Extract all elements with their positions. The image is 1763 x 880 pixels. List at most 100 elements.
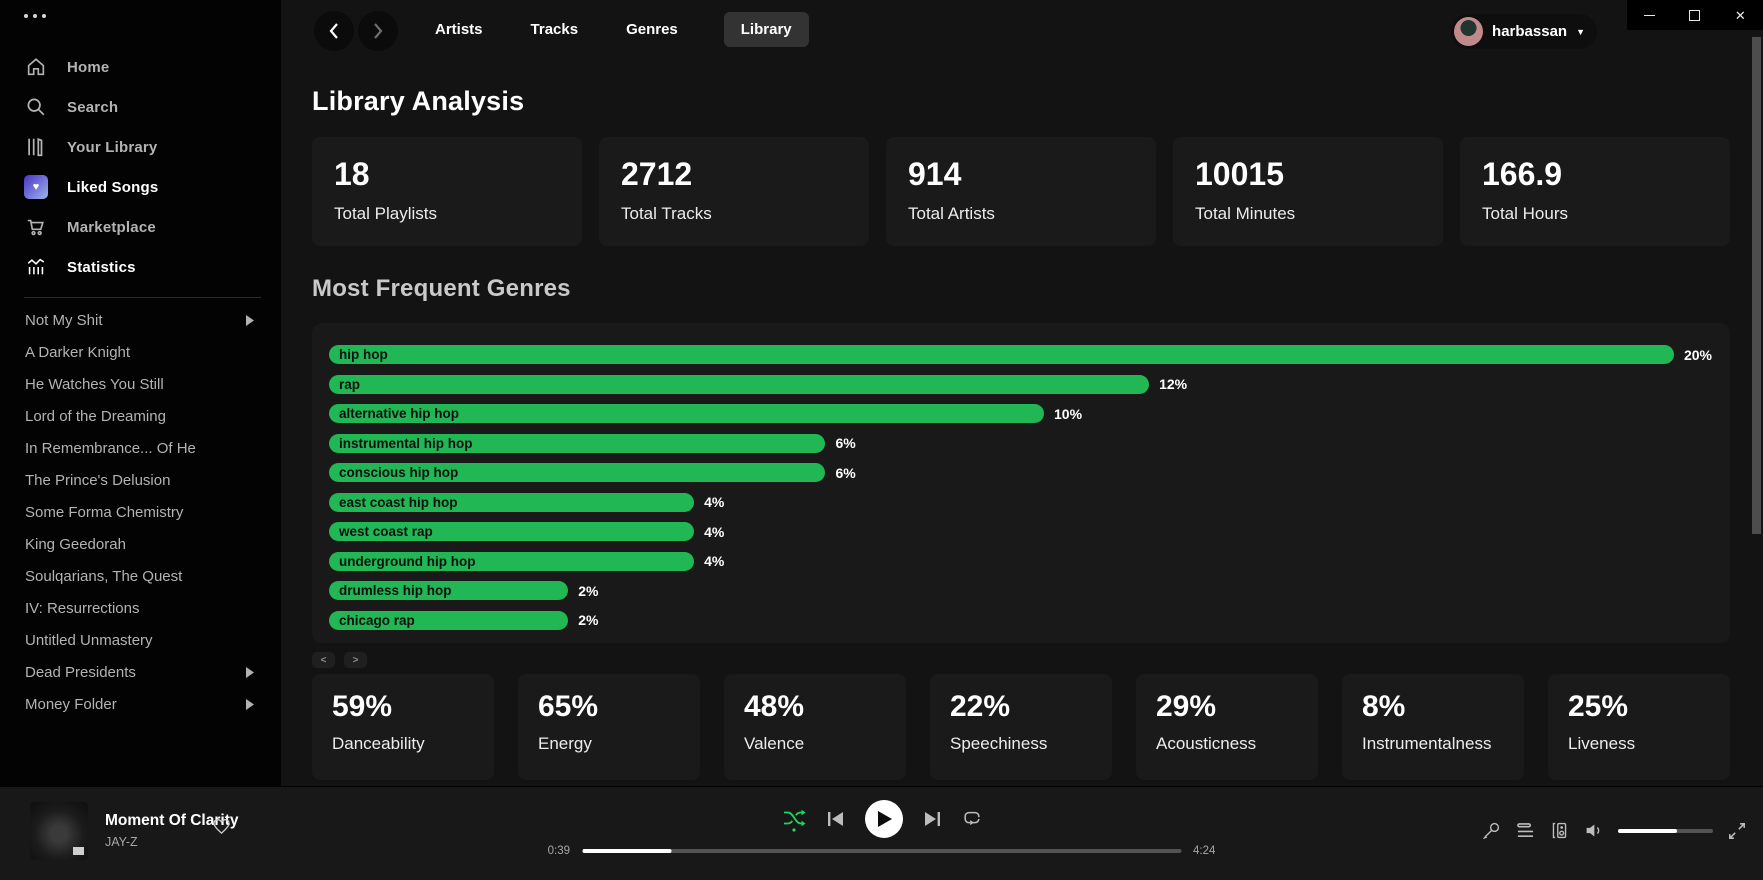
fullscreen-button[interactable] (1728, 822, 1746, 840)
tab-library[interactable]: Library (723, 12, 809, 47)
queue-button[interactable] (1516, 822, 1535, 839)
genre-bar: west coast rap (329, 522, 695, 542)
avatar (1454, 17, 1484, 46)
sidebar-item-search[interactable]: Search (0, 87, 281, 127)
tab-genres[interactable]: Genres (626, 21, 678, 38)
playlist-item[interactable]: Not My Shit (0, 304, 281, 336)
shuffle-icon (783, 809, 805, 832)
playlist-label: Lord of the Dreaming (25, 407, 166, 425)
heart-icon (213, 818, 230, 835)
genre-bar: hip hop (329, 345, 1674, 365)
sidebar-item-home[interactable]: Home (0, 47, 281, 87)
connect-device-button[interactable] (1550, 821, 1569, 840)
playlist-item[interactable]: Dead Presidents (0, 656, 281, 688)
tab-artists[interactable]: Artists (435, 21, 483, 38)
playlist-label: Some Forma Chemistry (25, 503, 184, 521)
total-time: 4:24 (1193, 845, 1216, 857)
sidebar-item-liked-songs[interactable]: ♥ Liked Songs (0, 167, 281, 207)
feature-label: Danceability (332, 734, 425, 753)
playlist-item[interactable]: He Watches You Still (0, 368, 281, 400)
feature-card-energy: 65% Energy (518, 674, 700, 780)
stat-label: Total Minutes (1195, 204, 1296, 223)
playlist-item[interactable]: Money Folder (0, 688, 281, 720)
feature-label: Energy (538, 734, 592, 753)
sidebar-item-marketplace[interactable]: Marketplace (0, 207, 281, 247)
close-button[interactable]: ✕ (1718, 0, 1763, 30)
maximize-icon (1689, 9, 1701, 21)
feature-value: 25% (1568, 690, 1629, 723)
genre-bar-row: instrumental hip hop 6% (329, 429, 1712, 459)
next-button[interactable] (924, 811, 941, 827)
repeat-button[interactable] (962, 809, 982, 829)
topbar: Artists Tracks Genres Library harbassan … (281, 0, 1763, 62)
genre-bar: rap (329, 374, 1150, 394)
repeat-icon (963, 811, 980, 826)
stat-label: Total Tracks (621, 204, 712, 223)
genre-bar-label: drumless hip hop (339, 583, 452, 599)
elapsed-time: 0:39 (547, 845, 570, 857)
chevron-right-icon (246, 698, 254, 710)
playlist-item[interactable]: Lord of the Dreaming (0, 400, 281, 432)
playlist-item[interactable]: In Remembrance... Of He (0, 432, 281, 464)
close-icon: ✕ (1734, 7, 1746, 23)
sidebar-divider (24, 297, 261, 298)
playlist-label: Money Folder (25, 695, 117, 713)
dot-icon (24, 14, 28, 18)
lyrics-button[interactable] (1482, 821, 1501, 840)
forward-button[interactable] (358, 11, 398, 51)
user-name: harbassan (1492, 23, 1568, 40)
stat-value: 2712 (621, 156, 693, 192)
sidebar-menu: Home Search Your Library ♥ Liked Songs (0, 47, 281, 287)
maximize-button[interactable] (1672, 0, 1717, 30)
back-button[interactable] (314, 11, 354, 51)
mute-button[interactable] (1584, 821, 1603, 840)
sidebar-item-statistics[interactable]: Statistics (0, 247, 281, 287)
playlist-item[interactable]: The Prince's Delusion (0, 464, 281, 496)
shuffle-button[interactable] (782, 806, 806, 832)
chevron-left-icon (329, 23, 338, 39)
playlist-label: The Prince's Delusion (25, 471, 171, 489)
stat-value: 914 (908, 156, 962, 192)
pager-prev-button[interactable]: < (312, 652, 335, 668)
playlist-label: He Watches You Still (25, 375, 164, 393)
cart-icon (24, 215, 48, 239)
stat-label: Total Artists (908, 204, 995, 223)
pager-next-button[interactable]: > (344, 652, 367, 668)
like-button[interactable] (212, 817, 231, 840)
genre-bar: conscious hip hop (329, 463, 826, 483)
user-menu-button[interactable]: harbassan ▼ (1451, 14, 1597, 49)
playlist-item[interactable]: Some Forma Chemistry (0, 496, 281, 528)
playlist-item[interactable]: Soulqarians, The Quest (0, 560, 281, 592)
feature-label: Speechiness (950, 734, 1048, 753)
playlist-item[interactable]: Untitled Unmastery (0, 624, 281, 656)
sidebar-item-label: Marketplace (67, 218, 156, 236)
minimize-button[interactable] (1627, 0, 1672, 30)
microphone-icon (1482, 822, 1500, 840)
playlist-item[interactable]: A Darker Knight (0, 336, 281, 368)
sidebar-item-label: Liked Songs (67, 178, 159, 196)
progress-fill (582, 849, 672, 853)
playlist-label: King Geedorah (25, 535, 126, 553)
genre-pager: < > (312, 652, 1730, 668)
previous-button[interactable] (827, 811, 844, 827)
stat-label: Total Playlists (334, 204, 437, 223)
genre-bar-label: underground hip hop (339, 553, 476, 569)
genre-bar-label: instrumental hip hop (339, 435, 473, 451)
genre-bar-label: alternative hip hop (339, 406, 460, 422)
genre-bar-row: drumless hip hop 2% (329, 576, 1712, 606)
genre-bar-row: rap 12% (329, 370, 1712, 400)
feature-value: 59% (332, 690, 393, 723)
sidebar-item-your-library[interactable]: Your Library (0, 127, 281, 167)
feature-value: 48% (744, 690, 805, 723)
minimize-icon (1644, 14, 1656, 16)
sidebar-item-label: Home (67, 58, 110, 76)
scrollbar-thumb[interactable] (1752, 37, 1761, 534)
app-menu-button[interactable] (24, 14, 46, 18)
genre-bar-value: 4% (704, 553, 725, 570)
playlist-item[interactable]: IV: Resurrections (0, 592, 281, 624)
progress-bar[interactable] (582, 849, 1181, 853)
tab-tracks[interactable]: Tracks (530, 21, 579, 38)
play-button[interactable] (864, 800, 903, 838)
volume-slider[interactable] (1618, 828, 1713, 833)
playlist-item[interactable]: King Geedorah (0, 528, 281, 560)
